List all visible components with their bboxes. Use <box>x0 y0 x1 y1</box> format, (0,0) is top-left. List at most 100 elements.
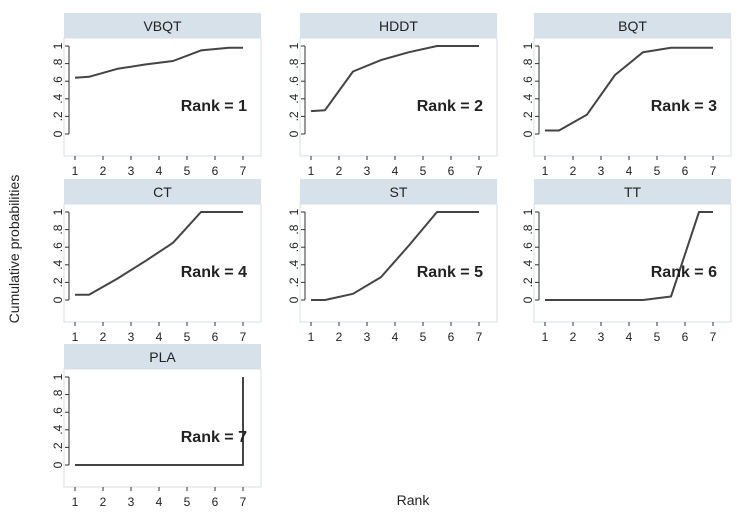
x-tick-label: 7 <box>476 164 483 178</box>
x-tick-label: 1 <box>542 164 549 178</box>
panel-bqt: BQT 0 .2 .4 .6 .8 1 1 2 3 4 5 6 7 Rank = 3 <box>521 13 732 178</box>
y-tick-label: .4 <box>51 259 65 269</box>
x-tick-label: 4 <box>156 164 163 178</box>
x-tick-label: 4 <box>392 164 399 178</box>
x-tick-label: 3 <box>128 164 135 178</box>
y-tick-label: 0 <box>521 130 535 137</box>
y-tick-label: .6 <box>51 76 65 86</box>
y-tick-label: .8 <box>521 224 535 234</box>
rank-annotation: Rank = 3 <box>651 98 717 115</box>
panel-tt: TT 0 .2 .4 .6 .8 1 1 2 3 4 5 6 7 Rank = 6 <box>521 179 732 344</box>
panel-title: BQT <box>618 18 647 34</box>
y-tick-label: .2 <box>287 277 301 287</box>
panel-frame <box>63 203 262 323</box>
y-tick-label: .4 <box>287 259 301 269</box>
panel-frame <box>299 203 498 323</box>
x-tick-label: 4 <box>392 330 399 344</box>
x-tick-label: 7 <box>240 495 247 509</box>
x-tick-label: 7 <box>710 330 717 344</box>
x-tick-label: 3 <box>128 495 135 509</box>
rank-annotation: Rank = 5 <box>417 264 483 281</box>
x-tick-label: 6 <box>682 330 689 344</box>
y-axis-title: Cumulative probabilities <box>6 175 22 324</box>
x-tick-label: 2 <box>100 495 107 509</box>
y-tick-label: .2 <box>51 111 65 121</box>
x-tick-label: 6 <box>448 164 455 178</box>
cumulative-line-st <box>311 211 479 301</box>
x-tick-label: 6 <box>212 164 219 178</box>
panel-header-strip <box>300 13 497 38</box>
y-tick-label: .6 <box>287 242 301 252</box>
panel-header-strip <box>64 179 261 204</box>
y-tick-label: 0 <box>51 130 65 137</box>
y-tick-label: .2 <box>521 111 535 121</box>
panel-header-strip <box>64 344 261 369</box>
x-tick-label: 1 <box>308 330 315 344</box>
panel-frame <box>63 37 262 157</box>
y-tick-label: 1 <box>521 208 535 215</box>
x-tick-label: 7 <box>240 330 247 344</box>
y-tick-label: .8 <box>287 224 301 234</box>
y-tick-label: .2 <box>51 442 65 452</box>
x-tick-label: 7 <box>476 330 483 344</box>
x-tick-label: 5 <box>654 164 661 178</box>
y-tick-label: .6 <box>521 242 535 252</box>
y-tick-label: 1 <box>51 208 65 215</box>
x-tick-label: 2 <box>336 164 343 178</box>
panel-header-strip <box>64 13 261 38</box>
panel-title: ST <box>390 184 408 200</box>
cumulative-line-ct <box>75 211 243 296</box>
cumulative-line-bqt <box>545 46 713 132</box>
y-tick-label: 1 <box>51 42 65 49</box>
y-tick-label: .4 <box>51 424 65 434</box>
x-tick-label: 5 <box>654 330 661 344</box>
panels-group: VBQT 0 .2 .4 .6 .8 1 1 2 3 4 5 6 7 Rank = 1 HDDT 0 .2 .4 .6… <box>51 13 732 509</box>
y-tick-label: 1 <box>51 373 65 380</box>
x-tick-label: 2 <box>100 164 107 178</box>
rank-annotation: Rank = 1 <box>181 98 247 115</box>
panel-title: CT <box>153 184 172 200</box>
y-tick-label: .2 <box>287 111 301 121</box>
x-tick-label: 7 <box>710 164 717 178</box>
rank-annotation: Rank = 6 <box>651 264 717 281</box>
y-tick-label: 0 <box>287 130 301 137</box>
rank-annotation: Rank = 2 <box>417 98 483 115</box>
x-tick-label: 6 <box>448 330 455 344</box>
y-tick-label: 0 <box>51 461 65 468</box>
y-tick-label: 1 <box>521 42 535 49</box>
x-tick-label: 5 <box>184 330 191 344</box>
panel-header-strip <box>300 179 497 204</box>
y-tick-label: .8 <box>51 224 65 234</box>
y-tick-label: .6 <box>521 76 535 86</box>
y-tick-label: .6 <box>51 407 65 417</box>
x-tick-label: 6 <box>212 495 219 509</box>
y-tick-label: .2 <box>51 277 65 287</box>
panel-title: HDDT <box>379 18 418 34</box>
y-tick-label: .8 <box>51 58 65 68</box>
x-tick-label: 5 <box>184 164 191 178</box>
panel-title: TT <box>624 184 642 200</box>
x-tick-label: 1 <box>308 164 315 178</box>
panel-title: VBQT <box>143 18 182 34</box>
y-tick-label: .6 <box>51 242 65 252</box>
y-tick-label: 0 <box>287 296 301 303</box>
x-axis-title: Rank <box>397 492 431 508</box>
cumulative-line-hddt <box>310 45 479 113</box>
panel-title: PLA <box>149 349 176 365</box>
x-tick-label: 2 <box>336 330 343 344</box>
x-tick-label: 2 <box>570 330 577 344</box>
rank-annotation: Rank = 7 <box>181 429 247 446</box>
x-tick-label: 6 <box>682 164 689 178</box>
y-tick-label: 1 <box>287 208 301 215</box>
cumulative-line-pla <box>75 377 244 466</box>
x-tick-label: 4 <box>156 330 163 344</box>
panel-frame <box>533 37 732 157</box>
x-tick-label: 3 <box>598 164 605 178</box>
y-tick-label: .4 <box>287 93 301 103</box>
y-tick-label: .6 <box>287 76 301 86</box>
panel-pla: PLA 0 .2 .4 .6 .8 1 1 2 3 4 5 6 7 Rank = 7 <box>51 344 262 509</box>
rank-annotation: Rank = 4 <box>181 264 247 281</box>
panel-header-strip <box>534 13 731 38</box>
panel-st: ST 0 .2 .4 .6 .8 1 1 2 3 4 5 6 7 Rank = 5 <box>287 179 498 344</box>
